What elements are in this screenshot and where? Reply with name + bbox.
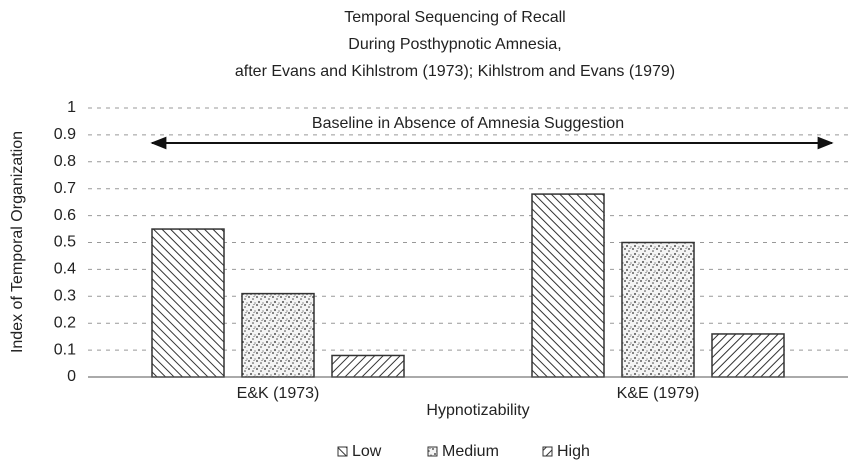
- annotation: Baseline in Absence of Amnesia Suggestio…: [312, 115, 624, 132]
- y-tick-label: 0.4: [54, 261, 76, 278]
- y-axis-label: Index of Temporal Organization: [9, 131, 26, 353]
- bar: [241, 292, 315, 378]
- legend-label: Medium: [442, 443, 499, 460]
- y-tick-label: 0.3: [54, 288, 76, 305]
- legend-swatch: [337, 446, 348, 457]
- y-tick-label: 0: [67, 368, 76, 385]
- chart-title: During Posthypnotic Amnesia,: [348, 36, 561, 53]
- x-tick-label: E&K (1973): [237, 385, 320, 402]
- legend-swatch: [542, 446, 553, 457]
- x-tick-label: K&E (1979): [617, 385, 700, 402]
- chart-title: Temporal Sequencing of Recall: [344, 9, 565, 26]
- legend-swatch: [427, 446, 438, 457]
- y-tick-label: 0.1: [54, 341, 76, 358]
- bar: [711, 333, 785, 378]
- y-tick-label: 0.6: [54, 207, 76, 224]
- y-tick-label: 0.9: [54, 126, 76, 143]
- legend-label: High: [557, 443, 590, 460]
- bar: [151, 228, 225, 378]
- bar: [621, 241, 695, 378]
- y-tick-label: 0.7: [54, 180, 76, 197]
- y-tick-label: 0.8: [54, 153, 76, 170]
- y-tick-label: 0.5: [54, 234, 76, 251]
- bar: [531, 193, 605, 378]
- bar: [331, 354, 405, 378]
- chart-title: after Evans and Kihlstrom (1973); Kihlst…: [235, 63, 675, 80]
- legend-label: Low: [352, 443, 382, 460]
- y-tick-label: 0.2: [54, 314, 76, 331]
- x-axis-label: Hypnotizability: [426, 402, 529, 419]
- y-tick-label: 1: [67, 99, 76, 116]
